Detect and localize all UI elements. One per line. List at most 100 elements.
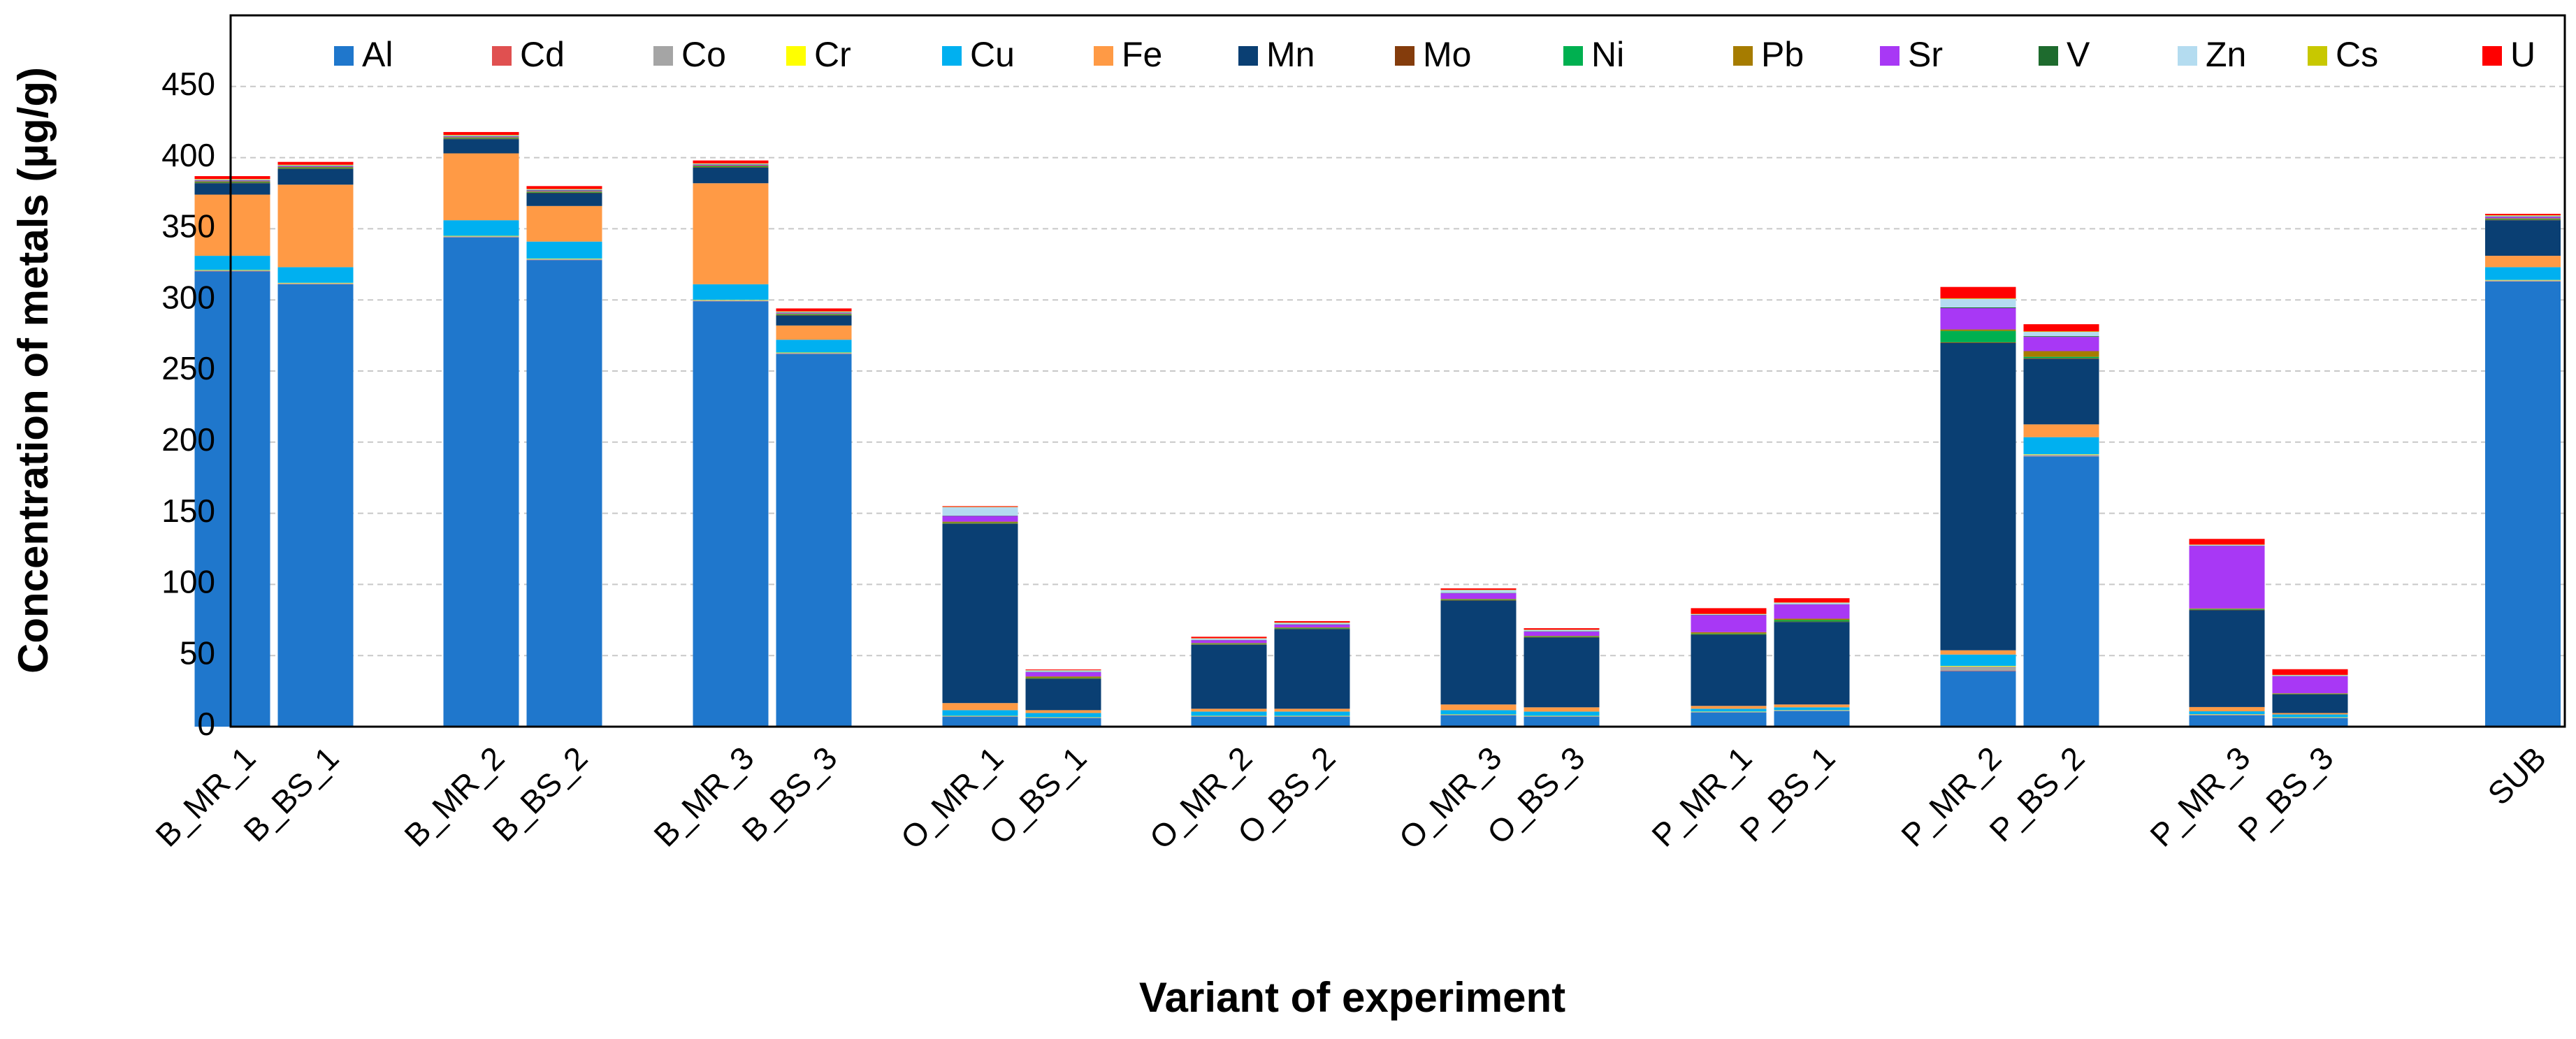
- y-tick-label: 100: [161, 564, 215, 600]
- bar-segment-al: [1691, 712, 1767, 727]
- bar-segment-pb: [1440, 599, 1517, 600]
- y-tick-label: 300: [161, 279, 215, 315]
- x-tick-label: O_MR_3: [1392, 739, 1509, 856]
- y-tick-label: 450: [161, 66, 215, 102]
- legend: Al Cd Co Cr Cu Fe Mn Mo Ni Pb Sr V Zn Cs U: [334, 35, 2535, 74]
- bar-segment-al: [942, 716, 1018, 727]
- y-axis-title: Concentration of metals (µg/g): [10, 67, 57, 674]
- bar-segment-pb: [1025, 676, 1101, 678]
- bar-segment-cu: [1440, 710, 1517, 715]
- bar-segment-pb: [942, 521, 1018, 523]
- bar-segment-ni: [693, 166, 769, 168]
- bar-stack-b-bs-1: [277, 161, 354, 727]
- bar-segment-cr: [277, 282, 354, 284]
- bar-segment-fe: [693, 183, 769, 284]
- bar-segment-ni: [1940, 330, 2016, 342]
- bar-segment-cr: [443, 235, 519, 237]
- legend-item-mn: Mn: [1238, 35, 1315, 74]
- legend-item-sr: Sr: [1880, 35, 1943, 74]
- bar-segment-u: [2485, 214, 2561, 216]
- bar-segment-al: [194, 271, 270, 727]
- bar-segment-sr: [443, 136, 519, 138]
- grid-lines: [231, 85, 2565, 657]
- x-tick-label: P_MR_3: [2143, 739, 2257, 853]
- bar-segment-zn: [2485, 215, 2561, 217]
- bar-segment-co: [1524, 715, 1600, 717]
- bar-segment-al: [1025, 718, 1101, 727]
- x-tick-label: B_MR_1: [148, 739, 262, 853]
- legend-item-mo: Mo: [1395, 35, 1471, 74]
- bar-segment-pb: [1191, 643, 1267, 644]
- legend-swatch: [653, 46, 673, 66]
- bar-segment-u: [1691, 608, 1767, 614]
- bar-segment-mo: [1274, 628, 1350, 630]
- bar-segment-mo: [1774, 621, 1850, 623]
- bar-segment-mn: [776, 315, 852, 326]
- legend-item-ni: Ni: [1563, 35, 1624, 74]
- legend-label: Sr: [1908, 35, 1943, 74]
- bar-segment-v: [776, 312, 852, 313]
- bar-segment-co: [443, 236, 519, 238]
- bar-segment-fe: [1691, 706, 1767, 709]
- bar-segment-sr: [776, 312, 852, 314]
- bar-segment-mn: [693, 167, 769, 184]
- legend-label: Cd: [520, 35, 565, 74]
- bar-segment-cs: [277, 164, 354, 166]
- y-tick-label: 350: [161, 208, 215, 245]
- legend-item-v: V: [2039, 35, 2090, 74]
- bar-segment-sr: [1440, 593, 1517, 600]
- bar-segment-sr: [1774, 604, 1850, 619]
- legend-item-zn: Zn: [2178, 35, 2246, 74]
- bar-segment-co: [2485, 280, 2561, 282]
- bar-segment-ni: [1274, 627, 1350, 629]
- bar-segment-zn: [1025, 670, 1101, 672]
- bar-segment-u: [277, 161, 354, 165]
- bar-segment-cr: [2485, 279, 2561, 281]
- bar-segment-v: [693, 164, 769, 165]
- bar-segment-cu: [443, 220, 519, 236]
- bar-segment-mo: [2189, 609, 2265, 611]
- bar-segment-mo: [1440, 600, 1517, 601]
- bar-segment-cu: [1274, 711, 1350, 716]
- bar-stack-o-mr-1: [942, 506, 1018, 727]
- bar-segment-u: [1025, 669, 1101, 671]
- bar-stack-b-mr-3: [693, 160, 769, 727]
- legend-label: Ni: [1591, 35, 1624, 74]
- bar-segment-mn: [1025, 678, 1101, 711]
- bar-segment-mn: [1191, 644, 1267, 709]
- bar-segment-sr: [942, 516, 1018, 522]
- bar-segment-ni: [526, 191, 602, 193]
- bar-segment-ni: [2272, 693, 2348, 695]
- bar-segment-cu: [776, 340, 852, 353]
- bar-segment-mo: [1025, 678, 1101, 679]
- legend-item-cr: Cr: [786, 35, 851, 74]
- bar-stack-o-bs-2: [1274, 620, 1350, 727]
- bar-segment-mn: [1274, 629, 1350, 709]
- bar-segment-pb: [2023, 351, 2099, 357]
- bar-segment-fe: [277, 184, 354, 268]
- bar-segment-cr: [776, 352, 852, 354]
- bar-segment-co: [776, 353, 852, 354]
- y-tick-label: 150: [161, 493, 215, 529]
- bar-segment-mo: [2272, 694, 2348, 695]
- legend-item-cu: Cu: [942, 35, 1015, 74]
- bar-stack-o-bs-3: [1524, 628, 1600, 727]
- bar-segment-ni: [776, 314, 852, 315]
- legend-item-u: U: [2482, 35, 2535, 74]
- bar-stacks: [194, 131, 2561, 727]
- bar-stack-sub: [2485, 214, 2561, 727]
- bar-segment-fe: [2189, 706, 2265, 712]
- bar-segment-mn: [2272, 694, 2348, 713]
- bar-segment-al: [776, 354, 852, 727]
- bar-segment-al: [1940, 671, 2016, 727]
- bar-segment-mn: [526, 193, 602, 206]
- bar-segment-cu: [1191, 711, 1267, 716]
- bar-segment-zn: [1524, 630, 1600, 632]
- bar-segment-pb: [1524, 636, 1600, 637]
- y-tick-label: 0: [197, 706, 215, 742]
- bar-segment-pb: [443, 137, 519, 138]
- bar-segment-al: [526, 260, 602, 727]
- bar-stack-p-mr-1: [1691, 608, 1767, 727]
- bar-segment-fe: [1025, 710, 1101, 713]
- legend-label: Pb: [1761, 35, 1804, 74]
